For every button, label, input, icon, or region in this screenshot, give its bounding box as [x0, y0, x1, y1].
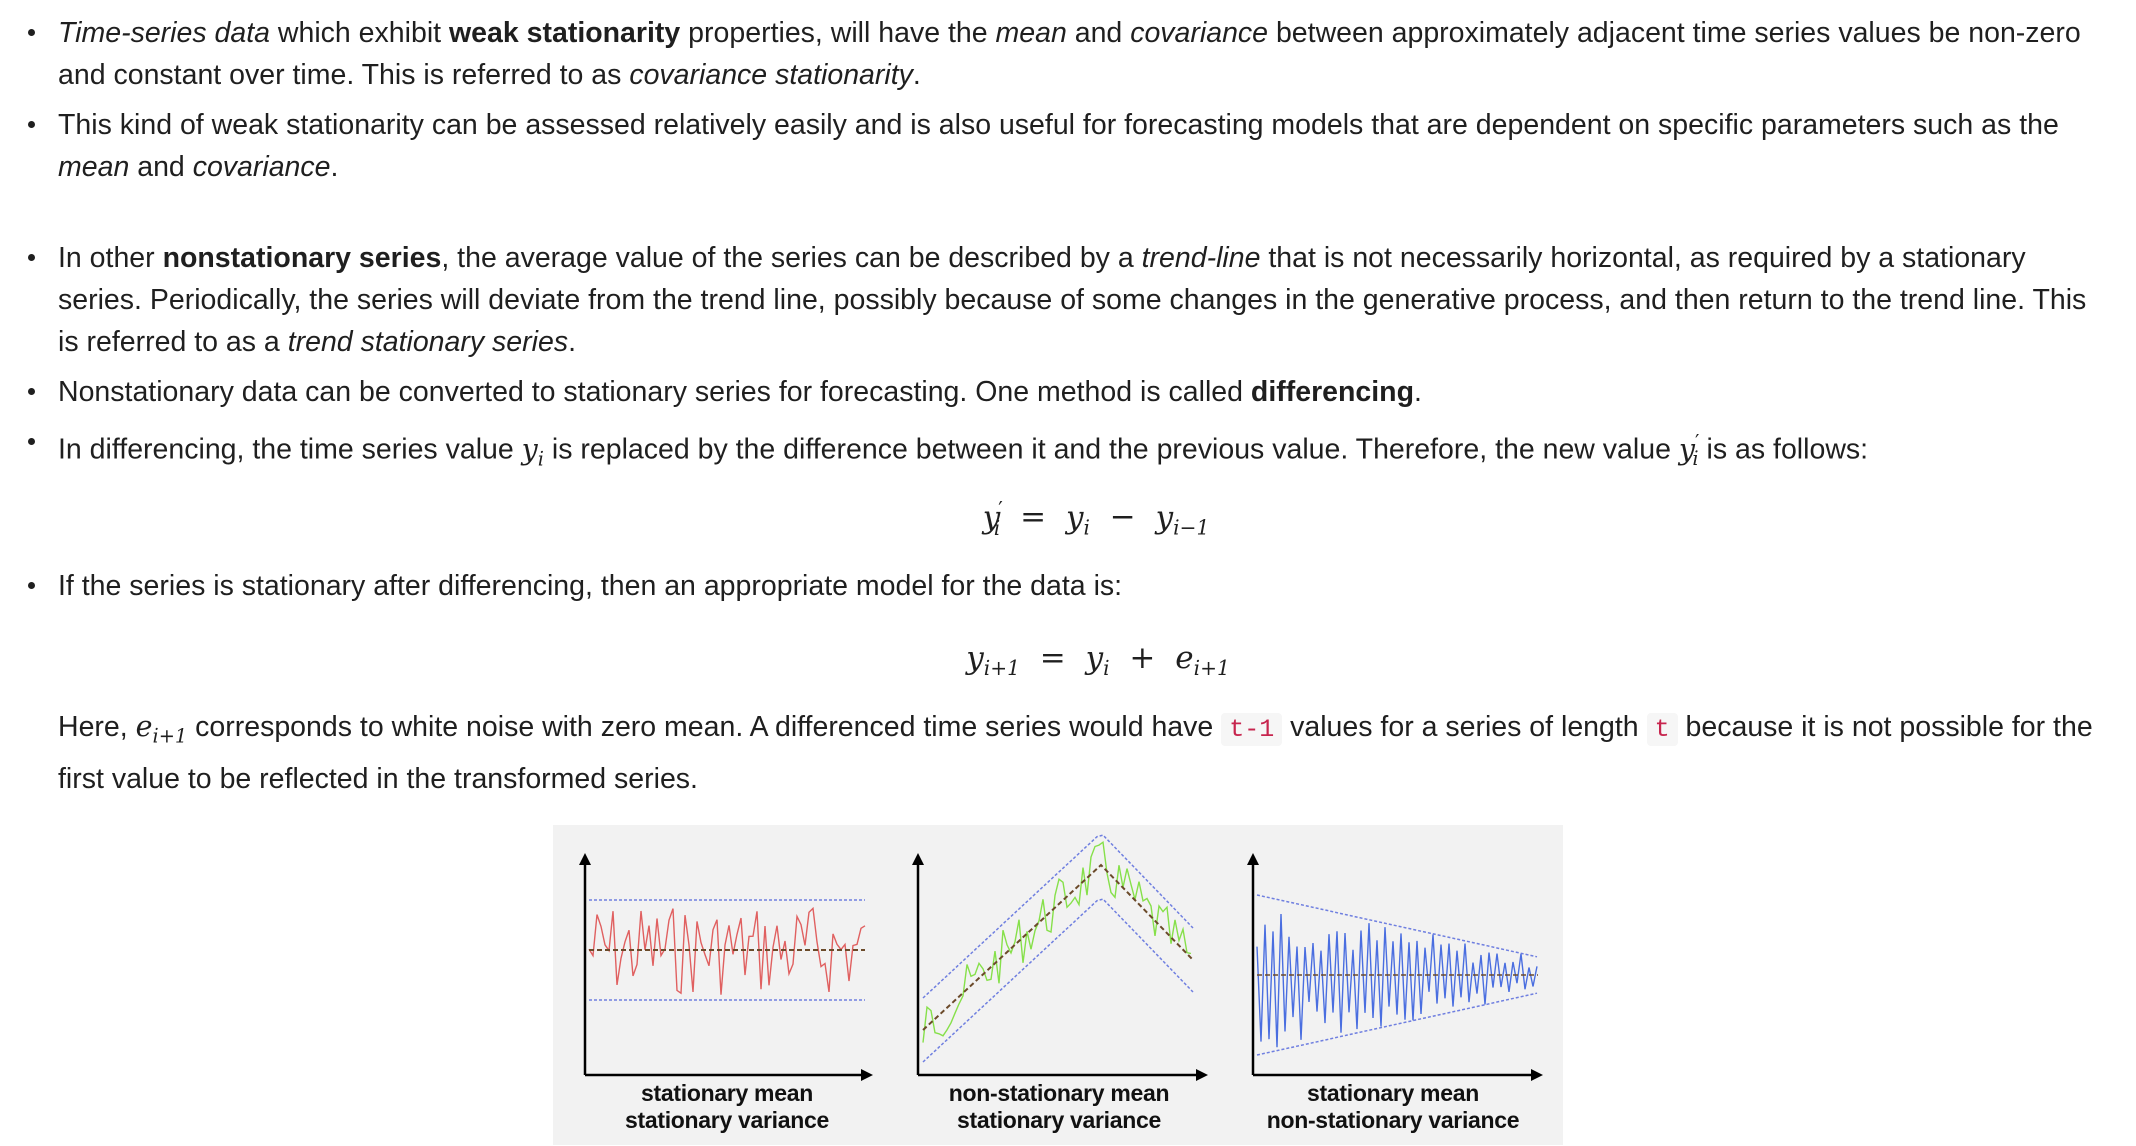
- bullet-list-top: Time-series data which exhibit weak stat…: [0, 12, 2136, 188]
- math-subscript: i: [537, 447, 544, 471]
- italic-term: trend stationary series: [287, 326, 569, 358]
- panel-2-y-arrow: [912, 853, 924, 865]
- text-run: is replaced by the difference between it…: [543, 433, 1679, 466]
- math-variable: y: [1678, 432, 1695, 466]
- panel-1-x-arrow: [861, 1069, 873, 1081]
- inline-code: t-1: [1221, 713, 1283, 746]
- text-run: which exhibit: [269, 17, 449, 49]
- eq2-a-sub: i: [1103, 656, 1110, 681]
- white-noise-paragraph: Here, ei+1 corresponds to white noise wi…: [58, 706, 2108, 800]
- italic-term: covariance: [192, 151, 331, 183]
- eq1-a-sub: i: [1083, 515, 1090, 540]
- panel-2-upper-band: [922, 834, 1194, 999]
- panel-3-caption-line-1: stationary mean: [1307, 1080, 1479, 1106]
- stationarity-figure: stationary mean stationary variance non-…: [553, 825, 1563, 1145]
- panel-1-caption-line-2: stationary variance: [625, 1107, 829, 1133]
- text-run: corresponds to white noise with zero mea…: [187, 711, 1222, 743]
- panel-3-caption-line-2: non-stationary variance: [1266, 1107, 1520, 1133]
- math-prime: ′: [1694, 430, 1700, 453]
- inline-math: yi: [521, 432, 544, 471]
- eq2-b-sub: i+1: [1193, 656, 1230, 681]
- text-run: .: [1414, 376, 1422, 408]
- text-run: is as follows:: [1698, 433, 1869, 466]
- panel-2-caption: non-stationary mean stationary variance: [909, 1080, 1209, 1134]
- bullet-weak-stationarity-usage: This kind of weak stationarity can be as…: [0, 104, 2108, 188]
- math-variable: e: [135, 710, 153, 743]
- text-run: .: [568, 326, 576, 358]
- text-run: properties, will have the: [680, 17, 996, 49]
- math-subscript: i: [1692, 447, 1699, 471]
- bullet-differencing-definition: In differencing, the time series value y…: [0, 421, 2108, 480]
- eq2-lhs-sub: i+1: [983, 656, 1020, 681]
- text-run: .: [912, 59, 921, 91]
- bullet-list-low: If the series is stationary after differ…: [0, 565, 2136, 607]
- text-run: values for a series of length: [1282, 711, 1647, 743]
- italic-term: covariance stationarity: [629, 59, 913, 91]
- equation-differencing: y′i = yi − yi−1: [28, 497, 2136, 540]
- bullet-nonstationary-series: In other nonstationary series, the avera…: [0, 237, 2108, 363]
- italic-term: trend-line: [1141, 242, 1261, 274]
- eq1-equals: =: [1020, 499, 1047, 536]
- eq2-lhs-var: y: [966, 640, 984, 676]
- equation-random-walk: yi+1 = yi + ei+1: [30, 640, 2136, 680]
- panel-2-series-line: [922, 840, 1192, 1043]
- text-run: and: [129, 151, 193, 183]
- bold-term: nonstationary series: [162, 242, 442, 274]
- text-run: , the average value of the series can be…: [441, 242, 1142, 274]
- text-run: that is not necessarily horizontal, as r…: [58, 242, 2087, 358]
- panel-3-lower-band: [1256, 992, 1538, 1056]
- panel-3-upper-band: [1256, 894, 1538, 958]
- eq2-plus: +: [1129, 640, 1156, 676]
- bold-term: differencing: [1250, 376, 1415, 408]
- bullet-differencing-intro: Nonstationary data can be converted to s…: [0, 371, 2108, 413]
- inline-math: y′i: [1678, 430, 1700, 470]
- panel-3-caption: stationary mean non-stationary variance: [1243, 1080, 1543, 1134]
- italic-term: mean: [58, 151, 130, 183]
- text-run: between approximately adjacent time seri…: [58, 17, 2081, 91]
- bold-term: weak stationarity: [449, 17, 681, 49]
- panel-2-caption-line-1: non-stationary mean: [948, 1080, 1170, 1106]
- eq1-minus: −: [1109, 499, 1136, 536]
- italic-term: Time-series data: [58, 17, 270, 49]
- italic-term: covariance: [1130, 17, 1269, 49]
- eq2-b-var: e: [1175, 640, 1194, 676]
- inline-math: ei+1: [135, 710, 188, 748]
- panel-2-x-arrow: [1196, 1069, 1208, 1081]
- panel-2-lower-band: [922, 898, 1194, 1063]
- text-run: In differencing, the time series value: [58, 433, 522, 466]
- text-run: This kind of weak stationarity can be as…: [58, 109, 2059, 141]
- text-run: Here,: [58, 711, 136, 743]
- bullet-weak-stationarity: Time-series data which exhibit weak stat…: [0, 12, 2108, 96]
- bullet-model-after-differencing: If the series is stationary after differ…: [0, 565, 2108, 607]
- panel-1-caption: stationary mean stationary variance: [577, 1080, 877, 1134]
- eq1-b-var: y: [1155, 499, 1174, 536]
- bullet-list-mid: In other nonstationary series, the avera…: [0, 237, 2136, 480]
- text-run: Nonstationary data can be converted to s…: [58, 376, 1251, 408]
- panel-2-caption-line-2: stationary variance: [957, 1107, 1161, 1133]
- eq1-lhs-sub: i: [993, 515, 1001, 540]
- eq2-equals: =: [1039, 640, 1066, 676]
- math-subscript: i+1: [152, 724, 188, 748]
- panel-3-series-line: [1256, 913, 1538, 1048]
- panel-1-y-arrow: [579, 853, 591, 865]
- panel-3-y-arrow: [1247, 853, 1259, 865]
- eq2-a-var: y: [1085, 640, 1104, 676]
- panel-1-series-line: [588, 906, 866, 995]
- text-run: because it is not possible for the first…: [58, 711, 2093, 795]
- text-run: and: [1066, 17, 1131, 49]
- text-run: .: [330, 151, 339, 183]
- eq1-lhs-var: y: [982, 499, 1001, 536]
- eq1-b-sub: i−1: [1173, 515, 1210, 540]
- text-run: If the series is stationary after differ…: [58, 570, 1123, 602]
- eq1-a-var: y: [1065, 499, 1084, 536]
- math-variable: y: [521, 432, 538, 466]
- italic-term: mean: [995, 17, 1067, 49]
- stationarity-figure-graphic: [579, 834, 1543, 1081]
- text-run: In other: [58, 242, 163, 274]
- panel-3-x-arrow: [1531, 1069, 1543, 1081]
- panel-2-trend-line: [922, 863, 1194, 1031]
- panel-1-caption-line-1: stationary mean: [641, 1080, 813, 1106]
- inline-code: t: [1646, 713, 1678, 746]
